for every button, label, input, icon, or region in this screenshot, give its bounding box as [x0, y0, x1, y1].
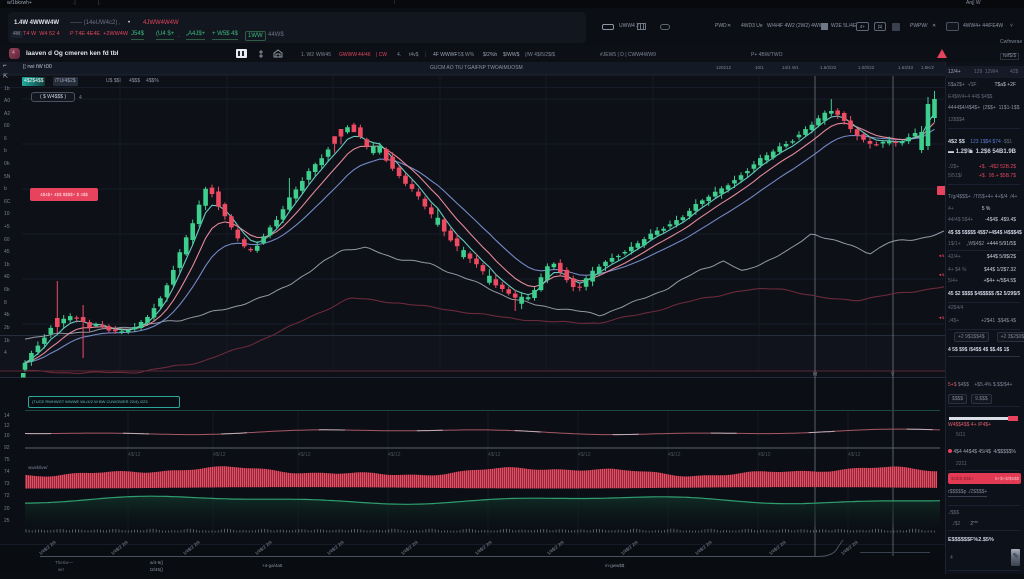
svg-text:1b: 1b: [4, 338, 10, 344]
svg-text:40: 40: [4, 274, 10, 280]
svg-text:V: V: [891, 372, 895, 378]
svg-text:4$/12: 4$/12: [488, 452, 501, 458]
svg-text:4$/12: 4$/12: [758, 452, 771, 458]
svg-text:73: 73: [4, 481, 10, 487]
svg-text:14: 14: [4, 413, 10, 419]
svg-text:4b: 4b: [4, 312, 10, 318]
svg-text:60: 60: [4, 123, 10, 129]
svg-text:1b: 1b: [4, 262, 10, 268]
svg-text:4$/12: 4$/12: [213, 452, 226, 458]
svg-text:b: b: [4, 186, 7, 192]
svg-text:4: 4: [4, 350, 7, 356]
svg-text:A2: A2: [4, 111, 10, 117]
svg-text:4$/12: 4$/12: [578, 452, 591, 458]
svg-text:1b: 1b: [4, 86, 10, 92]
svg-text:74: 74: [4, 469, 10, 475]
svg-text:6C: 6C: [4, 199, 11, 205]
svg-text:20: 20: [4, 506, 10, 512]
svg-text:25: 25: [4, 518, 10, 524]
svg-text:4$/12: 4$/12: [848, 452, 861, 458]
svg-text:M: M: [813, 372, 817, 378]
svg-text:45: 45: [4, 249, 10, 255]
svg-text:10: 10: [4, 211, 10, 217]
svg-text:8: 8: [4, 300, 7, 306]
svg-text:+5: +5: [4, 224, 10, 230]
svg-text:75: 75: [4, 457, 10, 463]
svg-text:72: 72: [4, 493, 10, 499]
svg-text:6b: 6b: [4, 287, 10, 293]
svg-text:12: 12: [4, 423, 10, 429]
svg-text:60: 60: [4, 237, 10, 243]
svg-text:A0: A0: [4, 98, 10, 104]
svg-text:5N: 5N: [4, 174, 11, 180]
svg-text:6: 6: [4, 136, 7, 142]
svg-text:10: 10: [4, 433, 10, 439]
svg-text:2b: 2b: [4, 325, 10, 331]
svg-text:0h: 0h: [4, 161, 10, 167]
svg-text:4$/12: 4$/12: [128, 452, 141, 458]
svg-text:4$/12: 4$/12: [388, 452, 401, 458]
svg-text:92: 92: [4, 445, 10, 451]
svg-text:4$/12: 4$/12: [668, 452, 681, 458]
svg-text:4$/12: 4$/12: [298, 452, 311, 458]
svg-text:b: b: [4, 148, 7, 154]
